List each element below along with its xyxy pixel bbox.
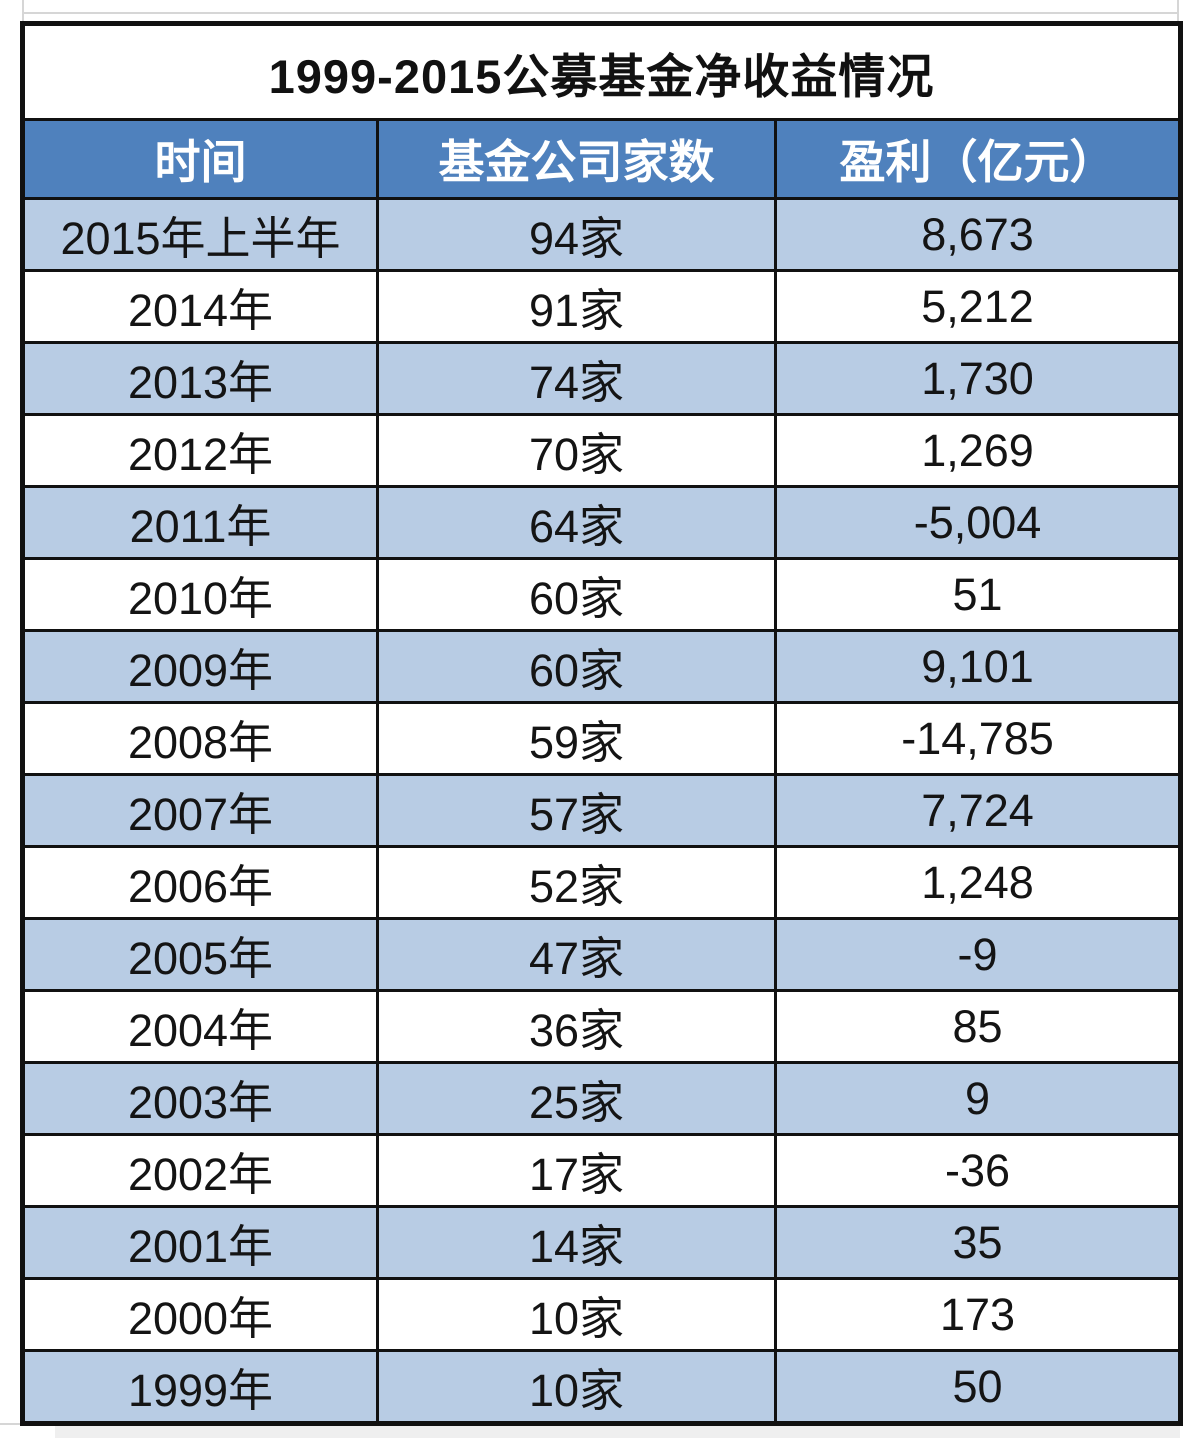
table-row: 2003年 25家 9 (21, 1061, 1183, 1136)
cell-profit: 9,101 (773, 629, 1183, 704)
gridline-artifact-top (22, 12, 1178, 14)
cell-profit: 7,724 (773, 773, 1183, 848)
table-row: 2006年 52家 1,248 (21, 845, 1183, 920)
cell-companies: 59家 (376, 701, 777, 776)
table-row: 2004年 36家 85 (21, 989, 1183, 1064)
gridline-artifact-top-left (22, 0, 24, 21)
table-row: 2011年 64家 -5,004 (21, 485, 1183, 560)
cell-profit: 51 (773, 557, 1183, 632)
table-row: 2008年 59家 -14,785 (21, 701, 1183, 776)
cell-time: 2008年 (21, 701, 379, 776)
cell-time: 2012年 (21, 413, 379, 488)
cell-time: 2015年上半年 (21, 197, 379, 272)
cell-time: 2014年 (21, 269, 379, 344)
cell-companies: 74家 (376, 341, 777, 416)
cell-profit: 35 (773, 1205, 1183, 1280)
cell-companies: 14家 (376, 1205, 777, 1280)
cell-companies: 17家 (376, 1133, 777, 1208)
cell-profit: -36 (773, 1133, 1183, 1208)
cell-time: 1999年 (21, 1349, 379, 1425)
column-header-time: 时间 (21, 118, 379, 200)
cell-companies: 10家 (376, 1349, 777, 1425)
cell-time: 2013年 (21, 341, 379, 416)
cell-companies: 36家 (376, 989, 777, 1064)
cell-companies: 60家 (376, 557, 777, 632)
fund-income-table: 1999-2015公募基金净收益情况 时间 基金公司家数 盈利（亿元） 2015… (20, 21, 1184, 1426)
cell-time: 2000年 (21, 1277, 379, 1352)
cell-profit: 50 (773, 1349, 1183, 1425)
cell-companies: 70家 (376, 413, 777, 488)
cell-companies: 52家 (376, 845, 777, 920)
cell-profit: 9 (773, 1061, 1183, 1136)
table-row: 2010年 60家 51 (21, 557, 1183, 632)
table-row: 2001年 14家 35 (21, 1205, 1183, 1280)
table-row: 2002年 17家 -36 (21, 1133, 1183, 1208)
cell-profit: 1,248 (773, 845, 1183, 920)
table-row: 2013年 74家 1,730 (21, 341, 1183, 416)
cell-companies: 25家 (376, 1061, 777, 1136)
cell-time: 2009年 (21, 629, 379, 704)
column-header-company-count: 基金公司家数 (376, 118, 777, 200)
cell-companies: 47家 (376, 917, 777, 992)
cell-profit: -14,785 (773, 701, 1183, 776)
gridline-artifact-bottom-shade (55, 1426, 1180, 1438)
title-row: 1999-2015公募基金净收益情况 (20, 22, 1183, 121)
table-row: 2012年 70家 1,269 (21, 413, 1183, 488)
table-row: 1999年 10家 50 (21, 1349, 1183, 1425)
cell-companies: 57家 (376, 773, 777, 848)
cell-profit: 1,269 (773, 413, 1183, 488)
cell-companies: 60家 (376, 629, 777, 704)
table-row: 2009年 60家 9,101 (21, 629, 1183, 704)
cell-profit: 173 (773, 1277, 1183, 1352)
cell-profit: 85 (773, 989, 1183, 1064)
table-title: 1999-2015公募基金净收益情况 (20, 22, 1183, 121)
cell-time: 2006年 (21, 845, 379, 920)
table-row: 2014年 91家 5,212 (21, 269, 1183, 344)
cell-time: 2004年 (21, 989, 379, 1064)
column-header-profit: 盈利（亿元） (773, 118, 1183, 200)
cell-time: 2010年 (21, 557, 379, 632)
cell-companies: 94家 (376, 197, 777, 272)
table-row: 2000年 10家 173 (21, 1277, 1183, 1352)
header-row: 时间 基金公司家数 盈利（亿元） (21, 118, 1183, 200)
cell-companies: 10家 (376, 1277, 777, 1352)
cell-time: 2002年 (21, 1133, 379, 1208)
cell-time: 2011年 (21, 485, 379, 560)
table-row: 2015年上半年 94家 8,673 (21, 197, 1183, 272)
cell-time: 2003年 (21, 1061, 379, 1136)
cell-companies: 64家 (376, 485, 777, 560)
cell-time: 2007年 (21, 773, 379, 848)
cell-profit: 8,673 (773, 197, 1183, 272)
cell-time: 2005年 (21, 917, 379, 992)
table-row: 2007年 57家 7,724 (21, 773, 1183, 848)
cell-profit: -9 (773, 917, 1183, 992)
cell-companies: 91家 (376, 269, 777, 344)
gridline-artifact-top-right (1177, 0, 1179, 21)
cell-profit: 5,212 (773, 269, 1183, 344)
cell-profit: -5,004 (773, 485, 1183, 560)
cell-profit: 1,730 (773, 341, 1183, 416)
cell-time: 2001年 (21, 1205, 379, 1280)
table-row: 2005年 47家 -9 (21, 917, 1183, 992)
